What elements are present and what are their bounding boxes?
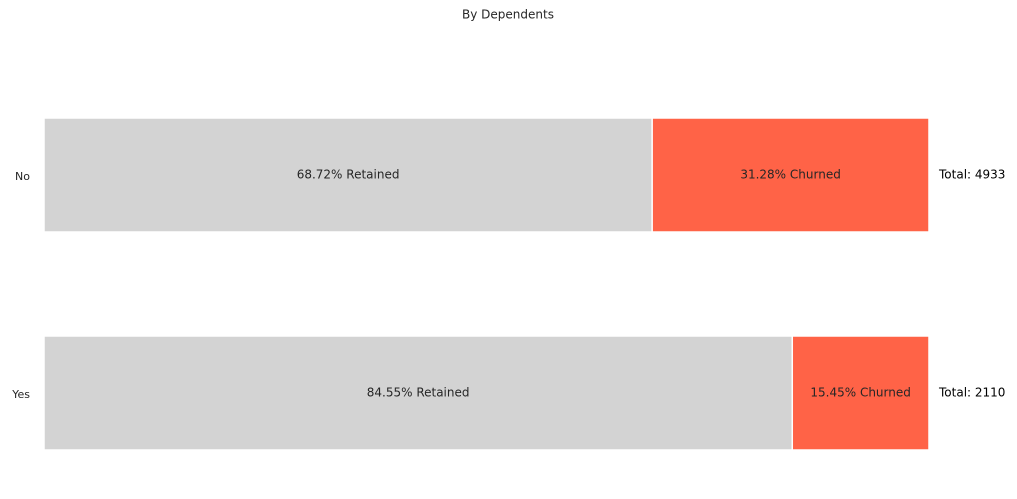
value-label: 84.55% Retained	[367, 386, 470, 400]
bar-segment	[43, 117, 653, 233]
y-tick-label: No	[15, 170, 30, 183]
bar-segment	[43, 335, 794, 451]
y-tick-label: Yes	[11, 388, 30, 401]
chart-title: By Dependents	[462, 8, 554, 22]
value-label: 68.72% Retained	[297, 168, 400, 182]
bar-segment	[791, 335, 930, 451]
value-label: 15.45% Churned	[810, 386, 911, 400]
bar-segment	[651, 117, 930, 233]
value-label: 31.28% Churned	[740, 168, 841, 182]
total-annotation: Total: 4933	[938, 168, 1005, 182]
total-annotation: Total: 2110	[938, 386, 1005, 400]
